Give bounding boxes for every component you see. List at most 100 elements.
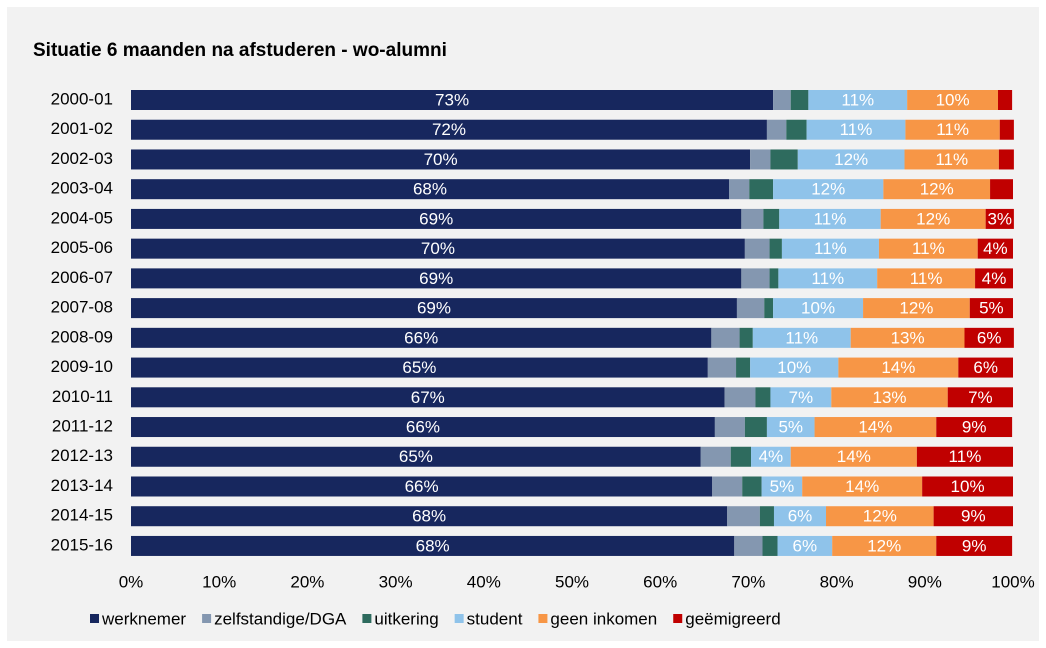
bar-segment — [797, 149, 905, 170]
bar-segment — [998, 149, 1014, 170]
x-tick-label: 80% — [820, 572, 854, 591]
bar-segment — [806, 119, 906, 140]
y-tick-label: 2008-09 — [51, 327, 113, 346]
legend-label: uitkering — [374, 609, 438, 628]
bar-segment — [850, 327, 965, 348]
y-tick-label: 2010-11 — [52, 387, 113, 406]
value-label: 66% — [404, 328, 438, 347]
bar-segment — [998, 90, 1013, 110]
value-label: 65% — [399, 447, 433, 466]
bar-segment — [831, 387, 948, 408]
value-label: 3% — [987, 209, 1012, 228]
value-label: 14% — [837, 447, 871, 466]
y-tick-label: 2009-10 — [51, 357, 113, 376]
x-tick-label: 0% — [119, 572, 144, 591]
legend-marker — [362, 614, 372, 623]
bar-segment — [764, 298, 774, 319]
bar-segment — [759, 506, 774, 527]
value-label: 9% — [962, 536, 987, 555]
bar-segment — [985, 208, 1014, 229]
value-label: 7% — [789, 388, 814, 407]
bar-segment — [131, 446, 701, 467]
value-label: 72% — [432, 120, 466, 139]
value-label: 69% — [419, 209, 453, 228]
bar-segment — [977, 238, 1013, 259]
bar-segment — [131, 208, 742, 229]
bar-segment — [814, 417, 937, 438]
bar-segment — [922, 476, 1013, 497]
bar-segment — [707, 357, 737, 378]
y-tick-label: 2012-13 — [51, 446, 113, 465]
value-label: 5% — [770, 477, 795, 496]
bar-segment — [700, 446, 731, 467]
value-label: 11% — [841, 90, 874, 109]
value-label: 6% — [788, 507, 813, 526]
bar-segment — [969, 298, 1013, 319]
value-label: 67% — [411, 388, 445, 407]
bar-segment — [762, 535, 778, 556]
y-tick-label: 2002-03 — [51, 149, 113, 168]
value-label: 66% — [406, 418, 440, 437]
value-label: 11% — [785, 328, 818, 347]
bar-segment — [781, 238, 879, 259]
bar-segment — [131, 327, 712, 348]
bar-segment — [779, 208, 881, 229]
x-tick-label: 10% — [202, 572, 236, 591]
value-label: 12% — [916, 209, 950, 228]
value-label: 14% — [881, 358, 915, 377]
value-label: 11% — [910, 269, 943, 288]
y-tick-label: 2015-16 — [51, 535, 113, 554]
y-tick-label: 2003-04 — [51, 179, 113, 198]
y-tick-label: 2001-02 — [51, 119, 113, 138]
panel — [7, 7, 1039, 641]
bar-segment — [790, 90, 809, 110]
bar-segment — [131, 417, 715, 438]
bar-segment — [773, 90, 791, 110]
value-label: 65% — [402, 358, 436, 377]
x-tick-label: 70% — [731, 572, 765, 591]
value-label: 10% — [951, 477, 985, 496]
y-tick-label: 2014-15 — [51, 506, 113, 525]
legend-marker — [90, 614, 99, 623]
value-label: 14% — [845, 477, 879, 496]
value-label: 11% — [814, 209, 847, 228]
legend-label: student — [467, 609, 523, 628]
y-tick-label: 2007-08 — [51, 298, 113, 317]
bar-segment — [744, 238, 770, 259]
bar-segment — [131, 357, 708, 378]
bar-segment — [904, 149, 999, 170]
value-label: 66% — [405, 477, 439, 496]
bar-segment — [878, 238, 978, 259]
value-label: 4% — [759, 447, 784, 466]
bar-segment — [131, 387, 725, 408]
bar-segment — [766, 119, 787, 140]
bar-segment — [769, 268, 779, 289]
bar-segment — [958, 357, 1013, 378]
bar-segment — [999, 119, 1014, 140]
bar-segment — [750, 357, 839, 378]
bar-segment — [730, 446, 752, 467]
bar-segment — [728, 179, 750, 200]
bar-segment — [755, 387, 771, 408]
value-label: 13% — [891, 328, 925, 347]
value-label: 12% — [899, 299, 933, 318]
value-label: 12% — [867, 536, 901, 555]
bar-segment — [905, 119, 1000, 140]
bar-segment — [736, 357, 751, 378]
bar-segment — [786, 119, 807, 140]
value-label: 12% — [834, 150, 868, 169]
bar-segment — [773, 298, 864, 319]
bar-segment — [712, 476, 743, 497]
y-tick-label: 2000-01 — [51, 89, 113, 108]
bar-segment — [933, 506, 1013, 527]
value-label: 73% — [435, 90, 469, 109]
bar-segment — [863, 298, 970, 319]
value-label: 12% — [811, 180, 845, 199]
bar-segment — [975, 268, 1013, 289]
bar-segment — [741, 208, 764, 229]
value-label: 6% — [977, 328, 1002, 347]
value-label: 6% — [793, 536, 818, 555]
x-tick-label: 50% — [555, 572, 589, 591]
value-label: 11% — [936, 120, 969, 139]
value-label: 12% — [920, 180, 954, 199]
